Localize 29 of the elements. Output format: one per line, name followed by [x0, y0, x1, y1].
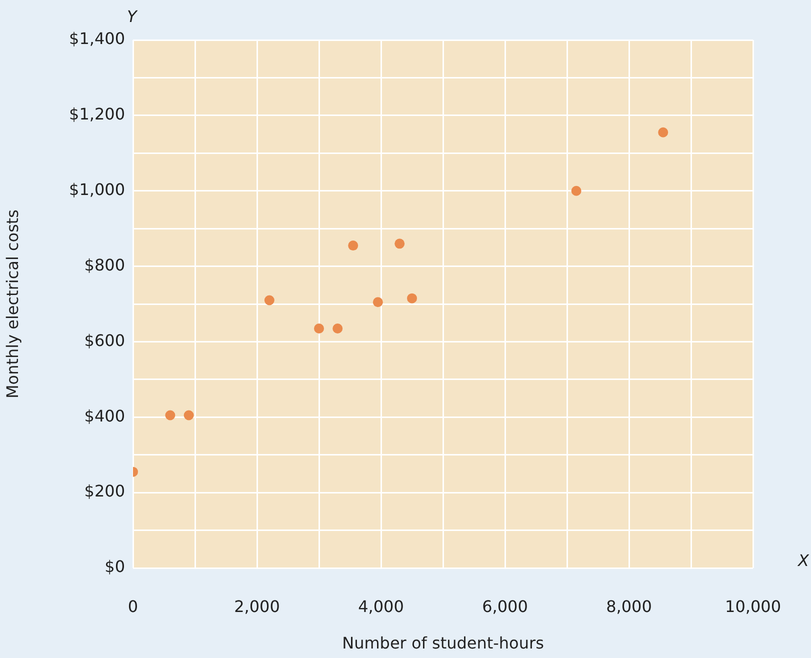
- y-tick-label: $400: [84, 406, 125, 426]
- x-tick-label: 8,000: [606, 596, 652, 616]
- point: [314, 324, 324, 334]
- y-axis-title: Monthly electrical costs: [2, 209, 22, 399]
- point: [332, 324, 343, 334]
- x-tick-label: 4,000: [358, 596, 404, 616]
- text: X: [797, 551, 810, 570]
- y-tick-label: $1,000: [69, 180, 125, 200]
- point: [394, 238, 405, 249]
- y-tick-label: $0: [104, 557, 125, 576]
- point: [348, 240, 358, 251]
- point: [372, 297, 383, 308]
- x-axis-title: Number of student-hours: [342, 634, 544, 653]
- point: [571, 186, 582, 196]
- y-tick-label: $600: [84, 330, 125, 350]
- y-tick-label: $800: [84, 255, 125, 274]
- x-tick-label: 6,000: [482, 596, 528, 616]
- text: Y: [127, 7, 138, 26]
- x-tick-label: 2,000: [234, 596, 280, 616]
- point: [658, 127, 668, 138]
- point: [264, 295, 274, 306]
- point: [165, 410, 176, 420]
- x-tick-label: 10,000: [725, 596, 781, 616]
- x-tick-label: 0: [128, 596, 138, 616]
- point: [184, 410, 194, 420]
- y-tick-label: $1,400: [69, 29, 125, 48]
- y-tick-label: $200: [84, 482, 125, 501]
- point: [407, 293, 418, 304]
- y-tick-label: $1,200: [69, 104, 125, 124]
